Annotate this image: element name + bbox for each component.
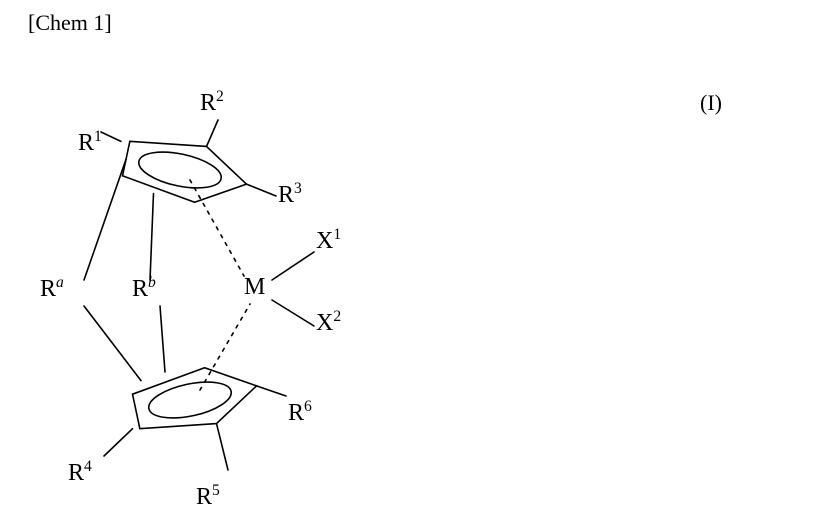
label-r1: R1: [78, 130, 102, 157]
equation-number: (I): [700, 90, 722, 116]
chem-figure-label: [Chem 1]: [28, 10, 112, 36]
metallocene-diagram: R1 R2 R3 R4 R5 R6 Ra Rb M X1 X2: [40, 90, 440, 510]
page-container: [Chem 1] (I): [0, 0, 825, 516]
label-x2: X2: [316, 310, 341, 337]
label-r2: R2: [200, 90, 224, 117]
label-r6: R6: [288, 400, 312, 427]
label-r5: R5: [196, 484, 220, 511]
label-ra: Ra: [40, 276, 64, 303]
label-x1: X1: [316, 228, 341, 255]
label-rb: Rb: [132, 276, 156, 303]
label-m: M: [244, 274, 265, 301]
label-r3: R3: [278, 182, 302, 209]
label-r4: R4: [68, 460, 92, 487]
